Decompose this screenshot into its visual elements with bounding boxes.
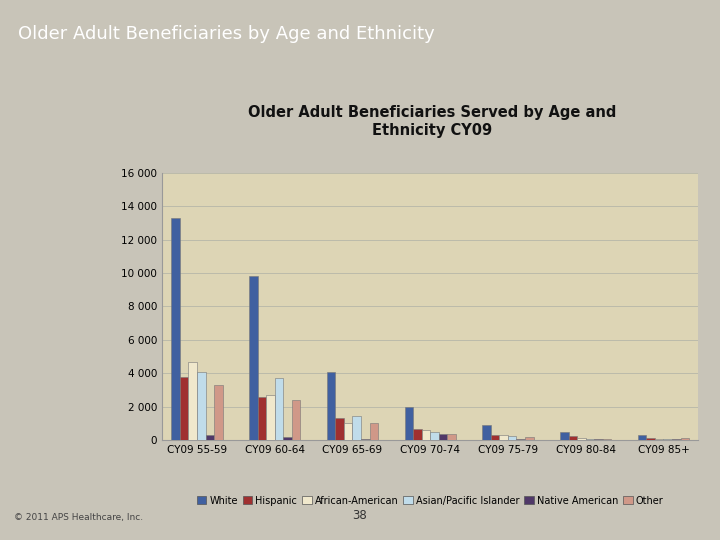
Text: 38: 38 — [353, 509, 367, 522]
Bar — [266, 395, 275, 440]
Bar — [560, 432, 569, 440]
Bar — [361, 438, 369, 440]
Bar — [180, 376, 189, 440]
Bar — [258, 397, 266, 440]
Bar — [447, 434, 456, 440]
Bar — [214, 385, 222, 440]
Bar — [603, 438, 611, 440]
Bar — [205, 435, 214, 440]
Bar — [189, 362, 197, 440]
Bar — [353, 416, 361, 440]
Bar — [336, 417, 344, 440]
Legend: White, Hispanic, African-American, Asian/Pacific Islander, Native American, Othe: White, Hispanic, African-American, Asian… — [193, 492, 667, 510]
Bar — [422, 430, 431, 440]
Bar — [680, 438, 689, 440]
Bar — [655, 438, 663, 440]
Bar — [249, 276, 258, 440]
Bar — [500, 435, 508, 440]
Bar — [638, 435, 647, 440]
Text: © 2011 APS Healthcare, Inc.: © 2011 APS Healthcare, Inc. — [14, 513, 143, 522]
Bar — [482, 425, 491, 440]
Bar — [525, 437, 534, 440]
Bar — [369, 423, 378, 440]
Bar — [516, 438, 525, 440]
Bar — [197, 372, 205, 440]
Bar — [413, 429, 422, 440]
Bar — [491, 435, 500, 440]
Bar — [663, 438, 672, 440]
Bar — [327, 372, 336, 440]
Bar — [292, 400, 300, 440]
Bar — [585, 438, 594, 440]
Bar — [438, 434, 447, 440]
Bar — [344, 423, 353, 440]
Text: Older Adult Beneficiaries by Age and Ethnicity: Older Adult Beneficiaries by Age and Eth… — [18, 25, 435, 43]
Bar — [283, 437, 292, 440]
Text: Older Adult Beneficiaries Served by Age and
Ethnicity CY09: Older Adult Beneficiaries Served by Age … — [248, 105, 616, 138]
Bar — [508, 436, 516, 440]
Bar — [405, 407, 413, 440]
Bar — [569, 436, 577, 440]
Bar — [647, 438, 655, 440]
Bar — [431, 432, 438, 440]
Bar — [577, 438, 585, 440]
Bar — [275, 379, 283, 440]
Bar — [171, 218, 180, 440]
